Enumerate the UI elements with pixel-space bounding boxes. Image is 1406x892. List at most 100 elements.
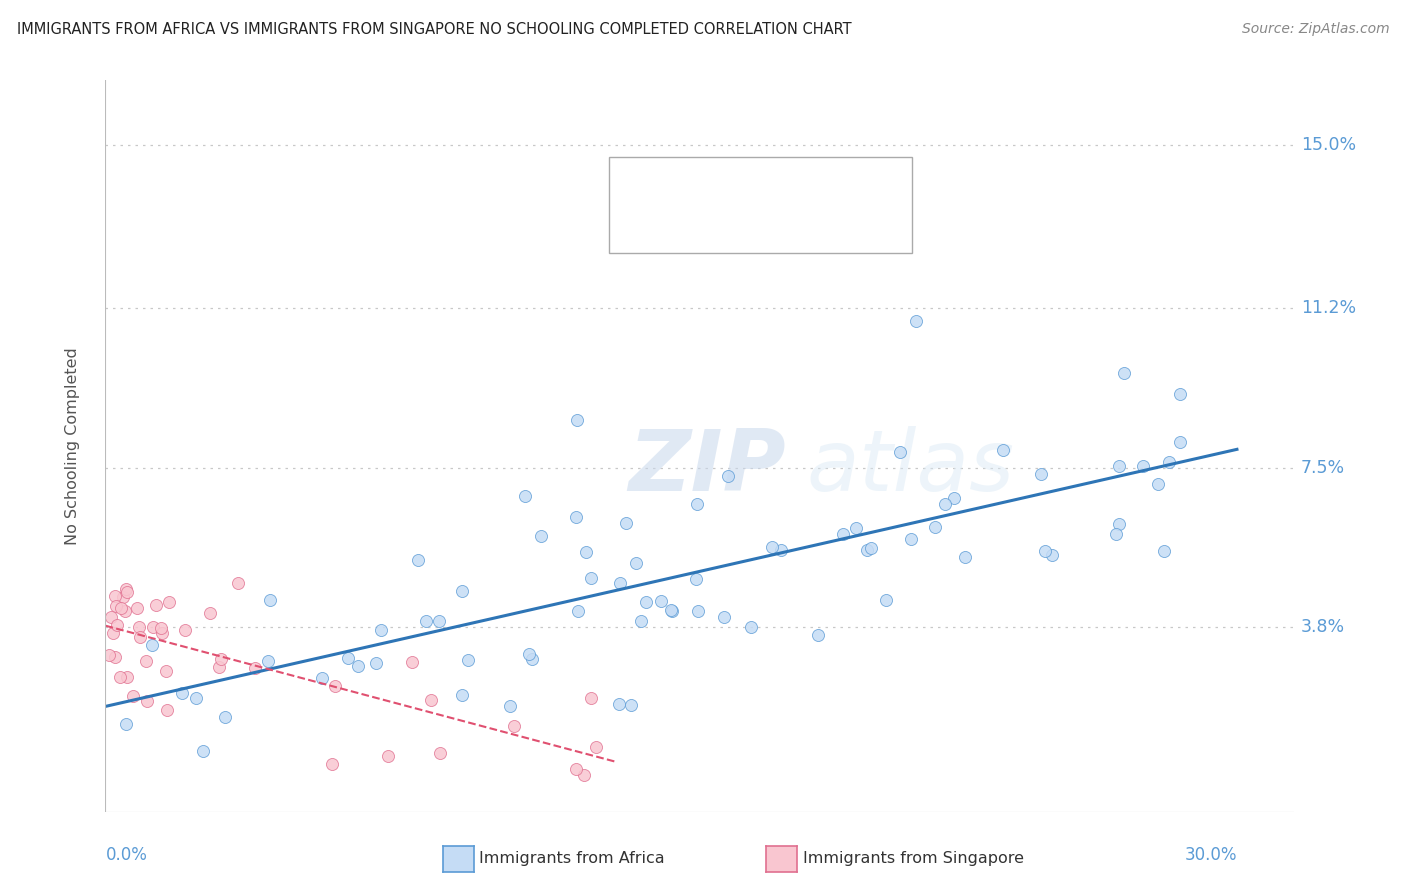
Point bbox=[889, 445, 911, 459]
Point bbox=[934, 497, 956, 511]
Point bbox=[1033, 544, 1056, 558]
Point bbox=[125, 601, 148, 615]
Point bbox=[609, 575, 631, 590]
Point bbox=[108, 670, 131, 684]
Point bbox=[128, 620, 150, 634]
Point bbox=[1153, 543, 1175, 558]
Point bbox=[121, 689, 143, 703]
Point bbox=[110, 601, 132, 615]
Point bbox=[1159, 455, 1181, 469]
Point bbox=[620, 698, 643, 712]
Point bbox=[129, 630, 152, 644]
Point bbox=[661, 604, 683, 618]
Point bbox=[243, 661, 266, 675]
Point bbox=[686, 604, 709, 618]
Point bbox=[717, 469, 740, 483]
Text: 0.0%: 0.0% bbox=[105, 847, 148, 864]
Point bbox=[1168, 434, 1191, 449]
Point bbox=[366, 656, 388, 670]
Point bbox=[761, 541, 783, 555]
Point bbox=[429, 614, 451, 628]
Point bbox=[172, 686, 194, 700]
Point bbox=[259, 592, 281, 607]
Point bbox=[607, 697, 630, 711]
Text: Source: ZipAtlas.com: Source: ZipAtlas.com bbox=[1241, 22, 1389, 37]
Point bbox=[1170, 387, 1192, 401]
Point bbox=[860, 541, 883, 556]
Text: 3.8%: 3.8% bbox=[1301, 617, 1346, 636]
Point bbox=[579, 571, 602, 585]
Point bbox=[103, 625, 125, 640]
Point bbox=[451, 584, 474, 599]
Point bbox=[406, 553, 429, 567]
Text: ZIP: ZIP bbox=[628, 426, 786, 509]
Point bbox=[420, 692, 443, 706]
Point bbox=[111, 591, 134, 605]
Point bbox=[520, 652, 543, 666]
Text: 30.0%: 30.0% bbox=[1184, 847, 1237, 864]
Point bbox=[1040, 548, 1063, 562]
Text: atlas: atlas bbox=[807, 426, 1014, 509]
Point bbox=[337, 650, 360, 665]
Point bbox=[1112, 366, 1135, 380]
Point bbox=[924, 519, 946, 533]
Point bbox=[457, 653, 479, 667]
Point bbox=[136, 694, 159, 708]
Point bbox=[572, 767, 595, 781]
Point bbox=[575, 545, 598, 559]
Point bbox=[198, 606, 221, 620]
Point bbox=[115, 717, 138, 731]
Point bbox=[415, 614, 437, 628]
Text: R =  0.561  N = 74: R = 0.561 N = 74 bbox=[668, 178, 821, 193]
Point bbox=[845, 521, 868, 535]
Point bbox=[1147, 477, 1170, 491]
Point bbox=[145, 598, 167, 612]
Point bbox=[150, 626, 173, 640]
Text: 7.5%: 7.5% bbox=[1301, 458, 1346, 476]
Point bbox=[155, 665, 177, 679]
Point bbox=[564, 763, 586, 777]
Point bbox=[832, 526, 855, 541]
Text: Immigrants from Singapore: Immigrants from Singapore bbox=[803, 852, 1024, 866]
Point bbox=[256, 654, 278, 668]
Point bbox=[993, 442, 1015, 457]
Point bbox=[208, 659, 231, 673]
Point bbox=[905, 314, 928, 328]
Point bbox=[502, 719, 524, 733]
Point bbox=[186, 691, 208, 706]
Point bbox=[377, 748, 399, 763]
Point bbox=[174, 623, 197, 637]
Point bbox=[451, 688, 474, 702]
Point bbox=[740, 620, 762, 634]
Point bbox=[943, 491, 966, 505]
Text: No Schooling Completed: No Schooling Completed bbox=[65, 347, 80, 545]
Point bbox=[499, 699, 522, 714]
Point bbox=[346, 659, 368, 673]
Point bbox=[1132, 459, 1154, 474]
Point bbox=[900, 532, 922, 546]
Point bbox=[807, 628, 830, 642]
Point bbox=[856, 543, 879, 558]
Point bbox=[1108, 517, 1130, 532]
Point bbox=[214, 710, 236, 724]
Point bbox=[107, 618, 129, 632]
Point bbox=[513, 490, 536, 504]
Point bbox=[616, 516, 638, 531]
Point bbox=[226, 575, 249, 590]
Point bbox=[650, 593, 672, 607]
Point bbox=[114, 605, 136, 619]
Point bbox=[429, 747, 451, 761]
Text: 11.2%: 11.2% bbox=[1301, 300, 1357, 318]
Point bbox=[579, 691, 602, 706]
Point bbox=[115, 670, 138, 684]
Point bbox=[142, 620, 165, 634]
Point bbox=[659, 603, 682, 617]
Point bbox=[1029, 467, 1052, 482]
Point bbox=[565, 509, 588, 524]
Point bbox=[135, 654, 157, 668]
Text: IMMIGRANTS FROM AFRICA VS IMMIGRANTS FROM SINGAPORE NO SCHOOLING COMPLETED CORRE: IMMIGRANTS FROM AFRICA VS IMMIGRANTS FRO… bbox=[17, 22, 852, 37]
Point bbox=[156, 703, 179, 717]
Point bbox=[585, 740, 607, 755]
Point bbox=[98, 648, 121, 663]
Point bbox=[713, 610, 735, 624]
